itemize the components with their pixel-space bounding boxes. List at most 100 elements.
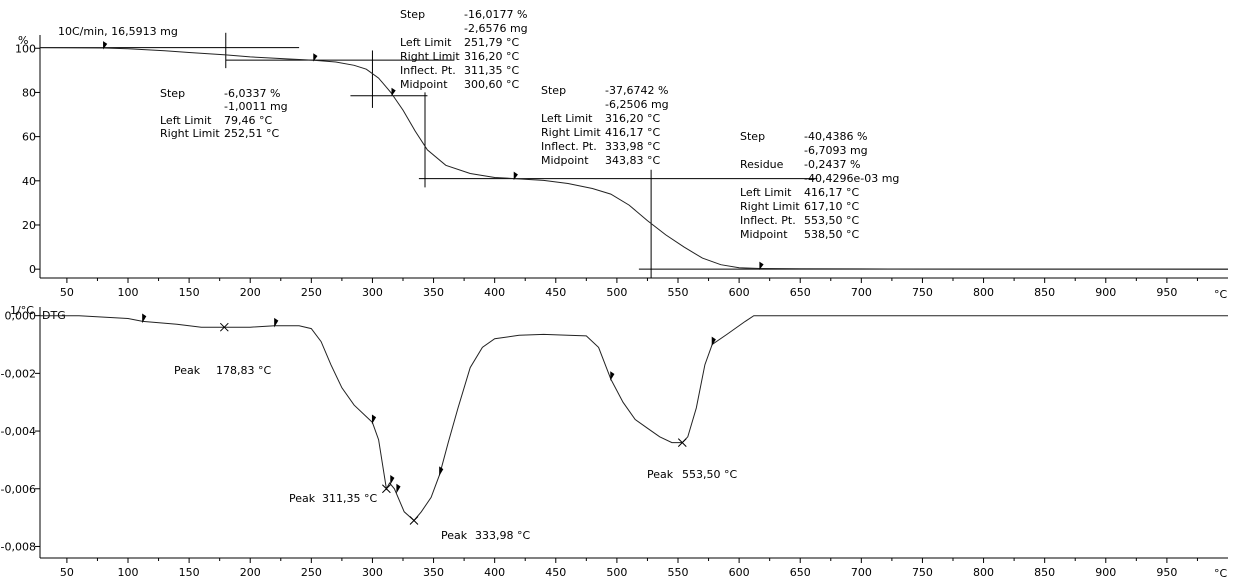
tga-x-tick-label: 350: [423, 286, 444, 299]
tga-y-ticks: 0 20 40 60 80 100: [15, 42, 40, 276]
dtg-x-tick-label: 800: [973, 566, 994, 578]
ann1-value-1: -1,0011 mg: [224, 100, 288, 113]
ann4-label-0: Step: [740, 130, 765, 143]
ann3-value-4: 333,98 °C: [605, 140, 660, 153]
dtg-x-tick-label: 550: [668, 566, 689, 578]
tga-x-tick-label: 950: [1156, 286, 1177, 299]
ann2-label-3: Right Limit: [400, 50, 460, 63]
tga-x-tick-label: 550: [668, 286, 689, 299]
tga-x-tick-label: 300: [362, 286, 383, 299]
tga-y-tick-label: 60: [22, 131, 36, 144]
dtg-x-tick-label: 50: [60, 566, 74, 578]
tga-curve: [39, 47, 1229, 270]
ann4-value-3: -40,4296e-03 mg: [804, 172, 899, 185]
dtg-x-tick-label: 150: [179, 566, 200, 578]
ann1-value-3: 252,51 °C: [224, 127, 279, 140]
dtg-y-tick-label: -0,004: [1, 425, 36, 438]
dtg-flag-marker: [142, 313, 147, 324]
tga-y-unit: %: [18, 34, 28, 47]
dtg-flag-marker: [371, 414, 377, 425]
tga-x-tick-label: 750: [912, 286, 933, 299]
ann4-label-6: Inflect. Pt.: [740, 214, 796, 227]
dtg-x-tick-label: 750: [912, 566, 933, 578]
dtg-peak-marker: [677, 438, 687, 447]
ann2-label-4: Inflect. Pt.: [400, 64, 456, 77]
dtg-flag-marker: [610, 371, 615, 381]
dtg-x-unit: °C: [1214, 567, 1228, 578]
ann4-label-7: Midpoint: [740, 228, 788, 241]
ann4-value-6: 553,50 °C: [804, 214, 859, 227]
dtg-peak-marker: [219, 322, 229, 332]
ann3-value-5: 343,83 °C: [605, 154, 660, 167]
tga-title: 10C/min, 16,5913 mg: [58, 25, 178, 38]
dtg-x-tick-label: 700: [851, 566, 872, 578]
tga-x-tick-label: 850: [1034, 286, 1055, 299]
peak4-value: 553,50 °C: [682, 468, 737, 481]
dtg-x-tick-label: 350: [423, 566, 444, 578]
tga-x-tick-label: 650: [790, 286, 811, 299]
ann3-label-3: Right Limit: [541, 126, 601, 139]
tga-limit-marker: [391, 87, 396, 97]
dtg-x-tick-label: 600: [729, 566, 750, 578]
tga-y-tick-label: 80: [22, 86, 36, 99]
dtg-peak-marker: [409, 516, 419, 525]
ann4-value-4: 416,17 °C: [804, 186, 859, 199]
tga-x-tick-label: 800: [973, 286, 994, 299]
dtg-peak-1: Peak 178,83 °C: [174, 364, 271, 377]
peak3-label: Peak: [441, 529, 468, 542]
dtg-y-tick-label: -0,006: [1, 483, 36, 496]
peak1-label: Peak: [174, 364, 201, 377]
dtg-x-tick-label: 300: [362, 566, 383, 578]
ann4-label-4: Left Limit: [740, 186, 792, 199]
tga-limit-marker: [313, 53, 318, 62]
tga-x-tick-label: 200: [240, 286, 261, 299]
tga-limit-marker: [103, 41, 108, 50]
dtg-flag-marker: [390, 475, 395, 485]
ann4-value-5: 617,10 °C: [804, 200, 859, 213]
ann2-value-0: -16,0177 %: [464, 8, 527, 21]
ann4-label-5: Right Limit: [740, 200, 800, 213]
ann2-value-5: 300,60 °C: [464, 78, 519, 91]
dtg-y-ticks: 0,000 -0,002 -0,004 -0,006 -0,008: [1, 310, 40, 553]
dtg-x-tick-label: 200: [240, 566, 261, 578]
ann3-value-3: 416,17 °C: [605, 126, 660, 139]
tga-panel: 10C/min, 16,5913 mg % 0 20 40 60 80 100 50 100…: [15, 8, 1229, 301]
tga-x-tick-label: 600: [729, 286, 750, 299]
ann2-label-5: Midpoint: [400, 78, 448, 91]
dtg-flag-marker: [711, 336, 716, 347]
tga-limit-marker: [759, 261, 764, 271]
dtg-x-ticks: 50 100 150 200 250 300 350 400 450 500 550 600 650 70…: [60, 558, 1198, 578]
tga-annotation-1: Step -6,0337 % -1,0011 mg Left Limit 79,…: [160, 87, 288, 140]
tga-x-tick-label: 500: [606, 286, 627, 299]
peak3-value: 333,98 °C: [475, 529, 530, 542]
peak2-label: Peak: [289, 492, 316, 505]
tga-annotation-4: Step -40,4386 % -6,7093 mg Residue -0,24…: [740, 130, 899, 241]
ann2-value-3: 316,20 °C: [464, 50, 519, 63]
ann2-value-1: -2,6576 mg: [464, 22, 528, 35]
dtg-x-tick-label: 900: [1095, 566, 1116, 578]
ann3-label-2: Left Limit: [541, 112, 593, 125]
dtg-x-tick-label: 250: [301, 566, 322, 578]
tga-x-tick-label: 450: [545, 286, 566, 299]
ann3-label-0: Step: [541, 84, 566, 97]
dtg-flag-marker: [439, 466, 444, 477]
dtg-peak-marker: [382, 484, 391, 494]
dtg-flag-marker: [274, 317, 279, 328]
dtg-peak-2: Peak 311,35 °C: [289, 492, 377, 505]
tga-annotation-2: Step -16,0177 % -2,6576 mg Left Limit 25…: [400, 8, 528, 91]
tga-x-tick-label: 50: [60, 286, 74, 299]
tga-y-tick-label: 0: [29, 263, 36, 276]
tga-x-tick-label: 400: [484, 286, 505, 299]
dtg-y-tick-label: -0,002: [1, 367, 36, 380]
ann1-label-3: Right Limit: [160, 127, 220, 140]
ann2-label-0: Step: [400, 8, 425, 21]
ann3-value-0: -37,6742 %: [605, 84, 668, 97]
ann1-label-0: Step: [160, 87, 185, 100]
tga-y-tick-label: 20: [22, 219, 36, 232]
dtg-panel: 1/°C DTG 0,000-0,002-0,004-0,006-0,008 5…: [1, 304, 1228, 578]
dtg-y-unit: 1/°C: [10, 304, 34, 317]
tga-x-tick-label: 700: [851, 286, 872, 299]
ann4-value-7: 538,50 °C: [804, 228, 859, 241]
dtg-x-tick-label: 650: [790, 566, 811, 578]
